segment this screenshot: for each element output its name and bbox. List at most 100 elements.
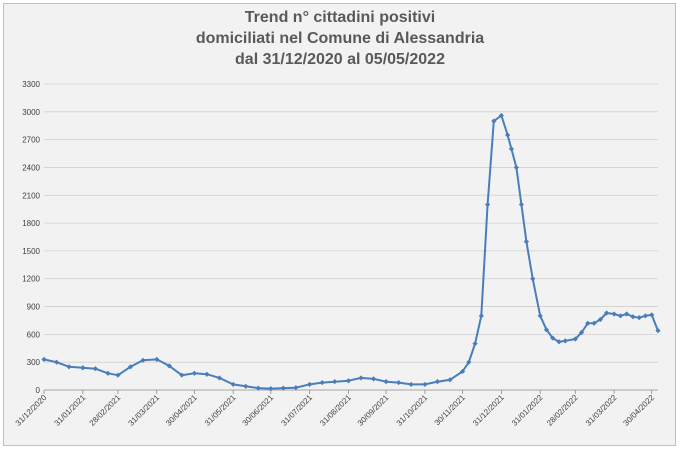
y-tick-label: 3000: [22, 108, 40, 117]
data-point: [550, 335, 556, 341]
data-point: [466, 359, 472, 365]
plot-area: [41, 112, 661, 392]
data-point: [498, 112, 504, 119]
x-tick-label: 31/12/2020: [14, 393, 49, 428]
data-point: [617, 313, 624, 319]
y-tick-label: 1200: [22, 275, 40, 284]
data-point: [484, 201, 491, 208]
data-point: [642, 313, 649, 319]
chart-title: Trend n° cittadini positivi domiciliati …: [0, 0, 680, 70]
y-tick-label: 2400: [22, 163, 40, 172]
data-point: [127, 364, 134, 370]
data-point: [422, 381, 428, 388]
y-tick-label: 600: [27, 330, 41, 339]
data-point: [280, 385, 286, 391]
gridlines: [44, 83, 658, 391]
data-point: [255, 385, 261, 391]
data-point: [491, 118, 497, 124]
x-tick-label: 30/04/2022: [621, 393, 656, 428]
data-point: [513, 164, 520, 171]
data-point: [537, 313, 543, 319]
data-point: [41, 356, 47, 362]
data-point: [179, 372, 185, 378]
data-point: [649, 312, 655, 318]
data-point: [578, 329, 585, 336]
title-line-1: Trend n° cittadini positivi: [244, 9, 436, 26]
y-tick-label: 1800: [22, 219, 40, 228]
data-point: [80, 365, 86, 371]
x-tick-label: 31/03/2022: [584, 393, 619, 428]
x-tick-label: 30/09/2021: [356, 393, 391, 428]
data-point: [508, 146, 514, 152]
x-tick-label: 31/05/2021: [203, 393, 238, 428]
data-point: [370, 376, 377, 382]
x-tick-label: 30/04/2021: [164, 393, 199, 428]
data-point: [293, 385, 299, 391]
data-point: [585, 320, 591, 326]
data-point: [472, 341, 478, 347]
x-tick-label: 30/11/2021: [433, 393, 468, 428]
data-point: [562, 338, 568, 344]
data-point: [655, 328, 661, 334]
data-point: [459, 368, 466, 375]
data-point: [383, 379, 389, 385]
x-tick-label: 31/07/2021: [279, 393, 314, 428]
x-tick-label: 31/10/2021: [395, 393, 430, 428]
x-tick-label: 31/01/2022: [510, 393, 545, 428]
data-point: [604, 310, 610, 316]
y-tick-label: 2100: [22, 191, 40, 200]
y-tick-label: 900: [27, 303, 41, 312]
data-point: [216, 375, 223, 381]
x-tick-label: 28/02/2021: [88, 393, 123, 428]
x-tick-label: 28/02/2022: [545, 393, 580, 428]
x-tick-label: 30/06/2021: [241, 393, 276, 428]
x-tick-label: 31/08/2021: [318, 393, 353, 428]
y-tick-label: 0: [36, 386, 41, 395]
x-tick-label: 31/01/2021: [53, 393, 88, 428]
x-axis: 31/12/2020 31/01/2021 28/02/2021 31/03/2021…: [14, 390, 657, 428]
y-tick-label: 2700: [22, 136, 40, 145]
data-point: [332, 379, 338, 385]
data-point: [611, 311, 617, 317]
data-point: [243, 383, 249, 389]
data-point: [268, 386, 274, 392]
x-tick-label: 31/03/2021: [127, 393, 162, 428]
title-line-2: domiciliati nel Comune di Alessandria: [195, 30, 485, 47]
data-point: [358, 375, 364, 381]
data-point: [204, 371, 210, 377]
data-point: [105, 370, 111, 376]
data-point: [396, 379, 402, 386]
data-point: [53, 359, 60, 365]
plot-background: [44, 84, 658, 390]
y-tick-label: 1500: [22, 247, 40, 256]
data-point: [597, 316, 603, 323]
data-point: [66, 364, 72, 370]
data-point: [408, 381, 414, 388]
data-point: [530, 276, 536, 282]
data-point: [572, 336, 578, 342]
data-point: [154, 356, 160, 362]
y-tick-label: 300: [27, 358, 41, 367]
data-point: [591, 320, 597, 326]
data-point: [630, 314, 636, 320]
title-line-3: dal 31/12/2020 al 05/05/2022: [235, 51, 445, 68]
data-point: [230, 381, 236, 388]
x-tick-label: 31/12/2021: [471, 393, 506, 428]
data-point: [543, 327, 550, 333]
data-point: [191, 370, 197, 376]
data-point: [319, 379, 325, 386]
data-point: [518, 201, 525, 208]
y-tick-label: 3300: [22, 80, 40, 89]
data-point: [140, 357, 146, 363]
data-point: [166, 363, 172, 369]
data-point: [345, 378, 352, 384]
data-point: [636, 315, 642, 321]
y-axis: 0 300 600 900 1200 1500 1800 2100 2400 2700 3000 33…: [22, 80, 40, 395]
data-point: [624, 311, 630, 317]
data-point: [434, 379, 441, 385]
data-point: [556, 339, 562, 345]
data-point: [115, 372, 121, 378]
data-point: [447, 377, 453, 383]
data-point: [478, 313, 484, 319]
